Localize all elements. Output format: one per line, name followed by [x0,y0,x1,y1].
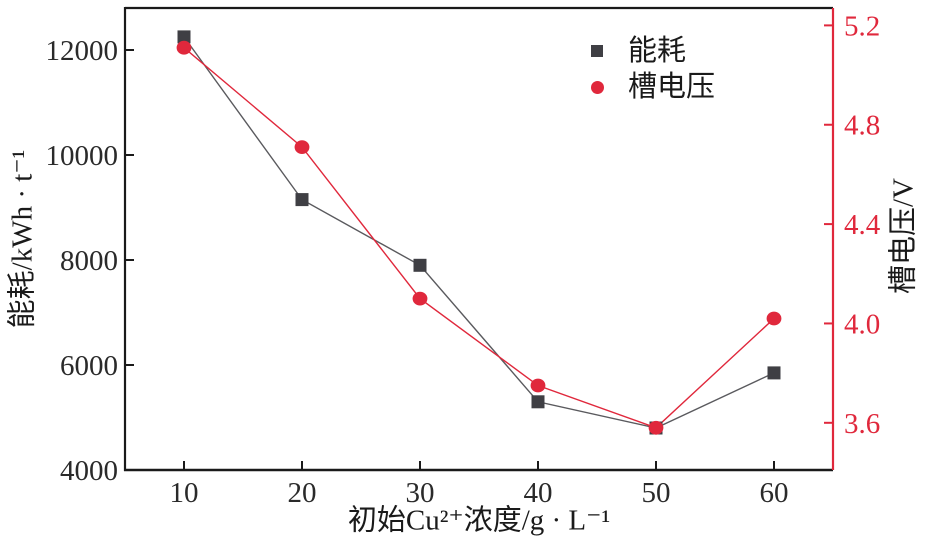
series-line-left [183,36,775,429]
x-tick-label: 50 [642,477,671,509]
data-point-circle [294,140,310,155]
y-right-tick-label: 4.4 [844,209,881,241]
x-axis-title: 初始Cu²⁺浓度/g · L⁻¹ [347,504,611,537]
y-right-tick-label: 3.6 [844,408,880,440]
y-left-tick-label: 10000 [46,140,119,172]
legend-circle-marker [590,80,604,94]
legend-square-marker [590,45,604,57]
y-left-tick-label: 6000 [60,350,118,382]
y-right-tick-label: 5.2 [844,10,880,42]
data-point-circle [766,311,782,326]
data-point-square [531,395,545,409]
x-tick-label: 20 [288,477,317,509]
data-point-circle [412,291,428,306]
series-line-right [183,47,775,429]
right-axis-title: 槽电压/V [887,177,920,295]
data-point-square [295,193,309,207]
left-axis-title: 能耗/kWh · t⁻¹ [6,149,39,329]
y-left-tick-label: 4000 [60,455,118,487]
x-tick-label: 30 [406,477,435,509]
legend: 能耗 槽电压 [590,33,715,105]
y-left-tick-label: 8000 [60,245,118,277]
legend-item-voltage: 槽电压 [590,69,715,105]
legend-item-energy: 能耗 [590,33,715,69]
data-point-circle [530,378,546,393]
data-point-square [177,30,191,44]
data-point-square [767,366,781,380]
data-point-circle [648,420,664,435]
x-tick-label: 40 [524,477,553,509]
legend-label-voltage: 槽电压 [628,70,716,103]
x-tick-label: 10 [170,477,199,509]
data-point-square [413,258,427,272]
y-right-tick-label: 4.0 [844,308,880,340]
y-left-tick-label: 12000 [46,35,119,67]
legend-label-energy: 能耗 [628,34,687,67]
y-right-tick-label: 4.8 [844,110,880,142]
x-tick-label: 60 [760,477,789,509]
data-point-circle [176,40,192,55]
